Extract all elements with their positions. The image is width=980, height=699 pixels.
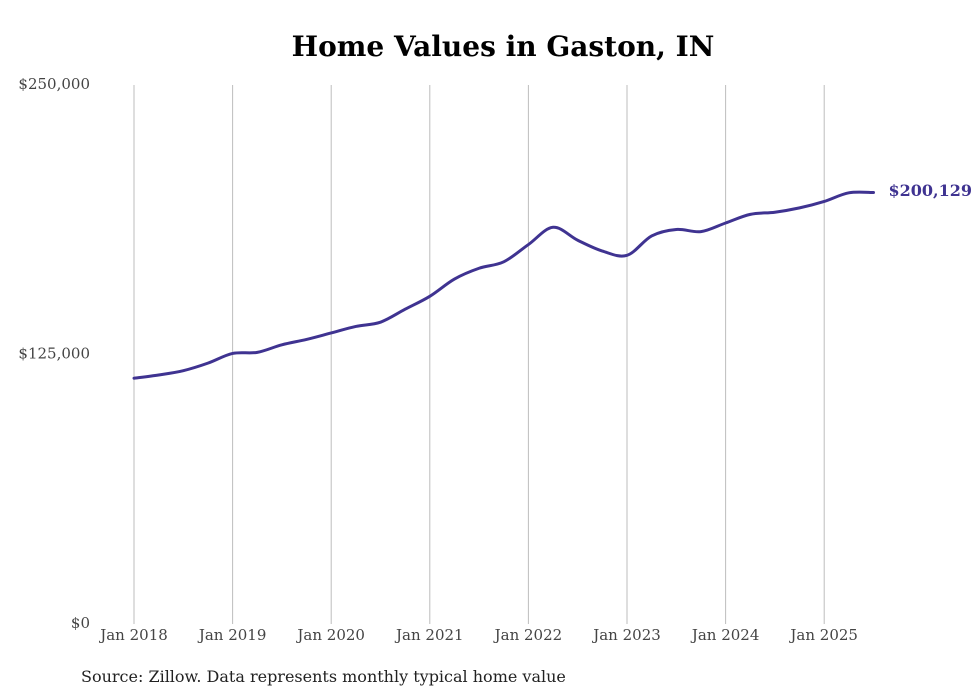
- source-note: Source: Zillow. Data represents monthly …: [81, 667, 566, 686]
- x-tick-label: Jan 2024: [690, 626, 760, 644]
- x-axis-ticks: Jan 2018 Jan 2019 Jan 2020 Jan 2021 Jan 2022…: [98, 626, 858, 644]
- end-label-layer: $200,129: [889, 181, 973, 200]
- x-tick-label: Jan 2025: [788, 626, 858, 644]
- x-tick-label: Jan 2021: [394, 626, 464, 644]
- x-tick-label: Jan 2018: [98, 626, 168, 644]
- y-tick-label: $0: [71, 614, 90, 632]
- grid-lines: [133, 85, 825, 624]
- x-tick-label: Jan 2020: [295, 626, 365, 644]
- y-tick-label: $250,000: [18, 75, 90, 93]
- chart-title: Home Values in Gaston, IN: [291, 30, 715, 63]
- end-value-label: $200,129: [889, 181, 973, 200]
- x-tick-label: Jan 2022: [493, 626, 563, 644]
- x-tick-label: Jan 2023: [591, 626, 661, 644]
- series-layer: [132, 190, 875, 380]
- y-axis-ticks: $0 $125,000 $250,000: [18, 75, 90, 632]
- x-tick-label: Jan 2019: [197, 626, 267, 644]
- series-line: [132, 190, 875, 380]
- y-tick-label: $125,000: [18, 345, 90, 363]
